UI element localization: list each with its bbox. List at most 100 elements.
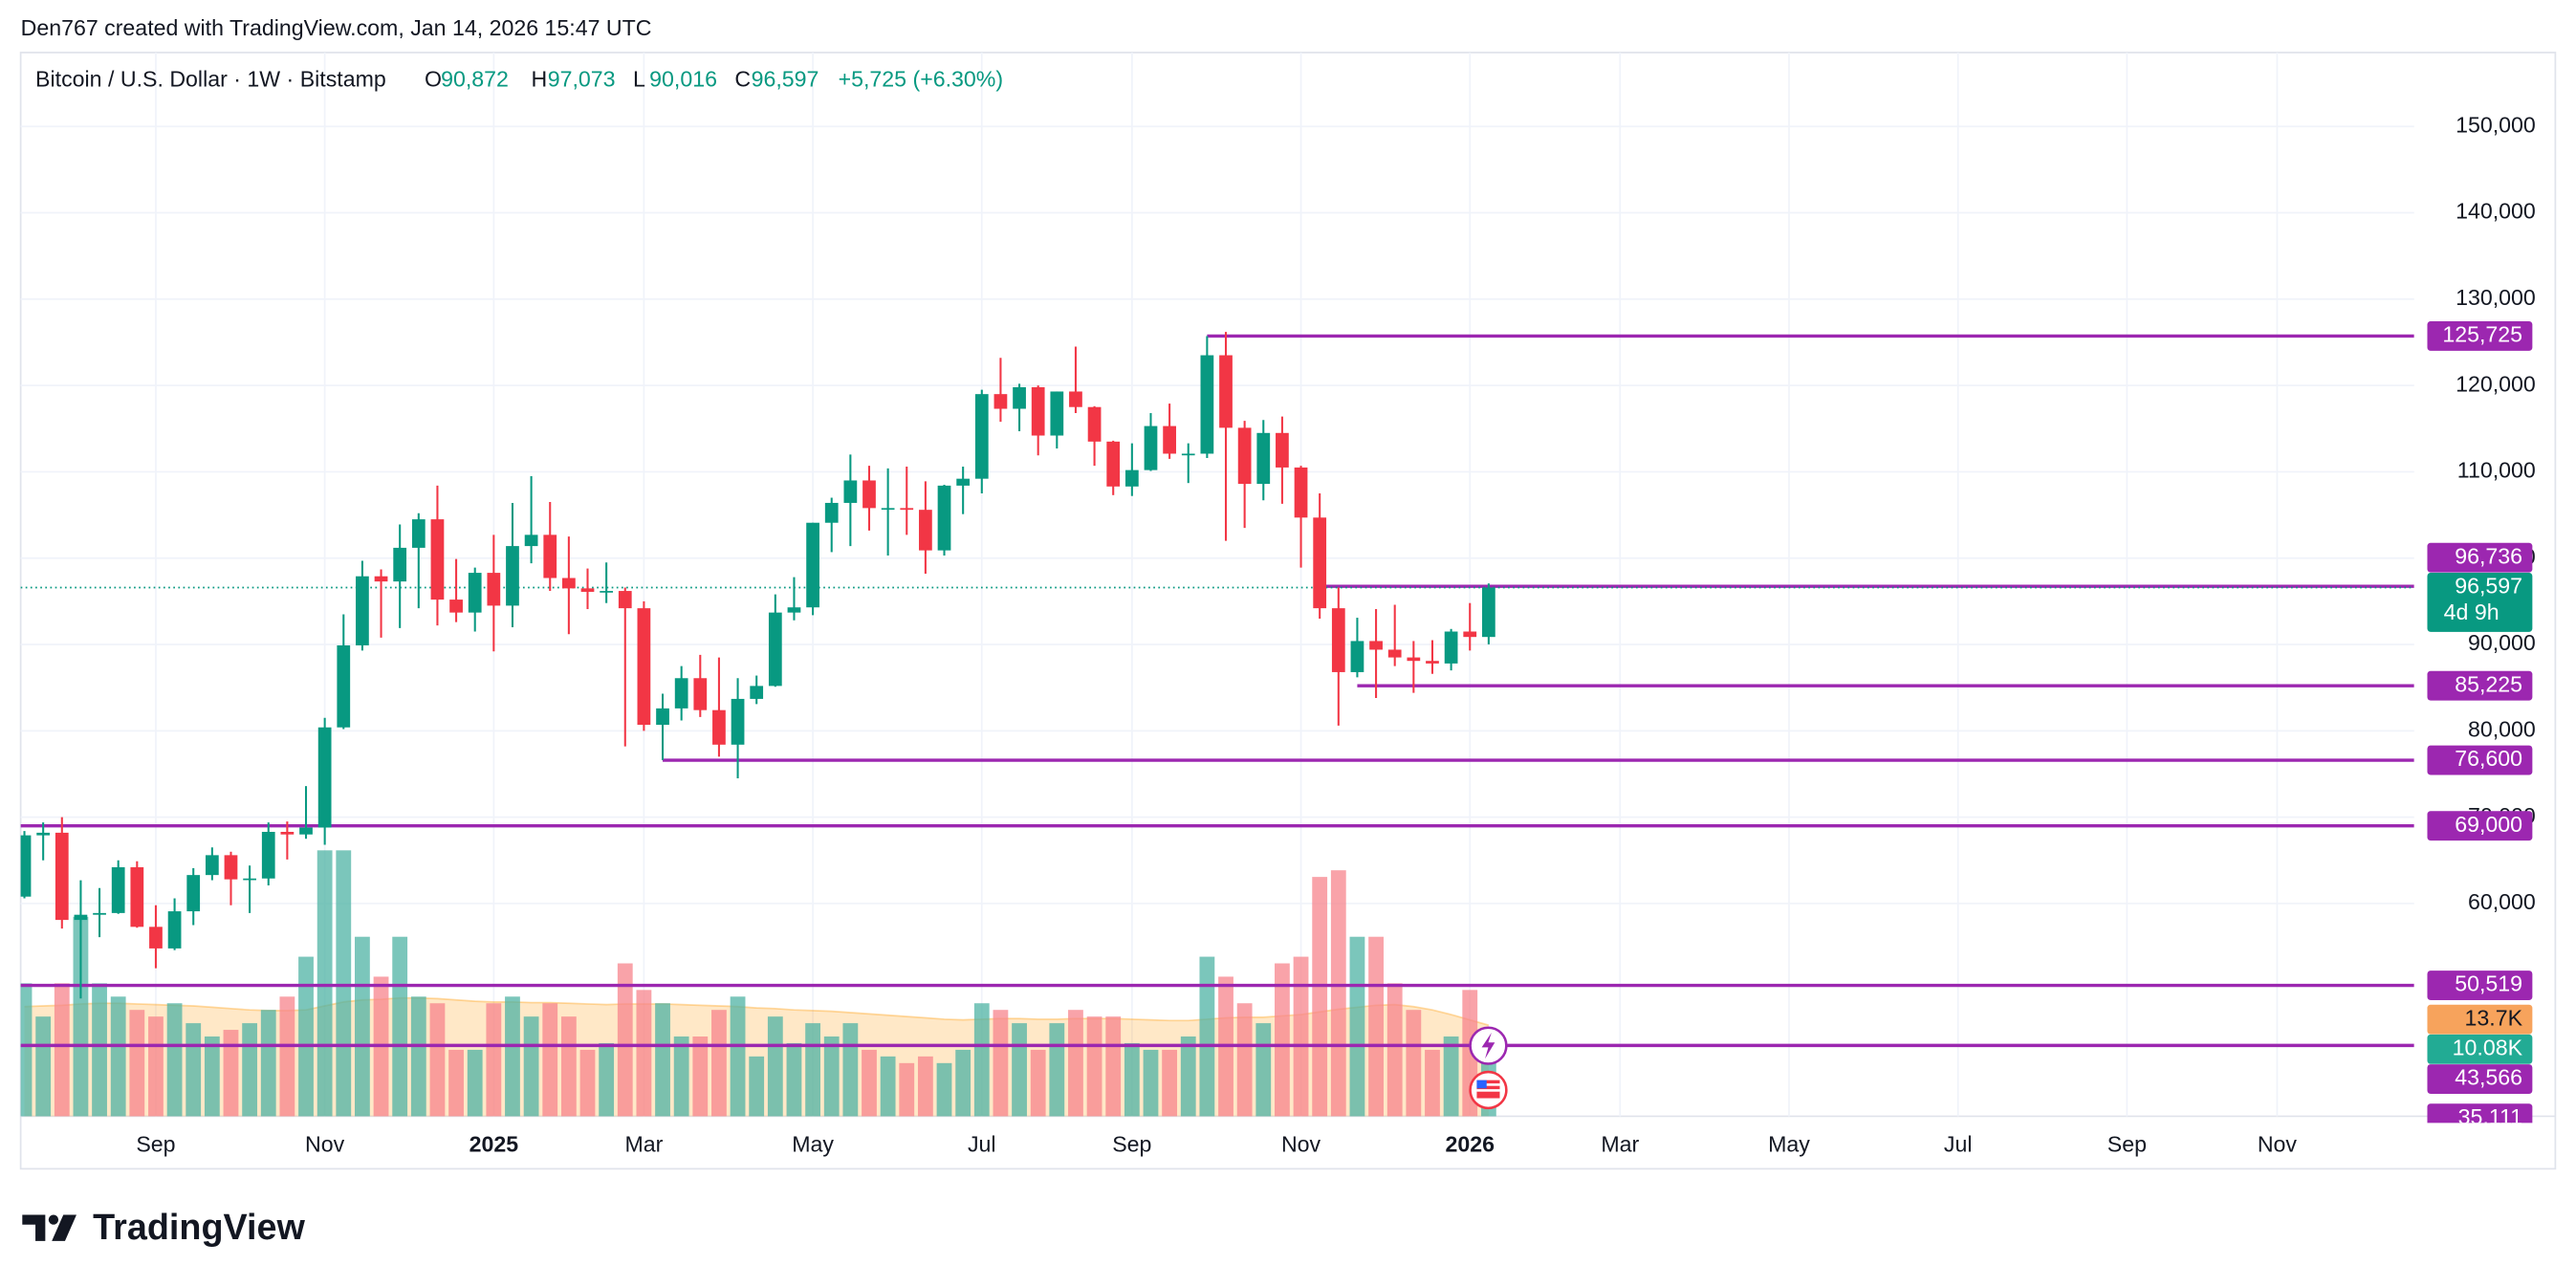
level-label: 96,736 [2455,543,2522,568]
candle-body [731,698,745,745]
volume-bar [1293,956,1309,1117]
volume-bar [260,1010,276,1117]
candle-body [167,911,182,949]
volume-bar [599,1042,615,1117]
volume-bar [355,936,370,1117]
x-tick-label: Sep [136,1131,175,1156]
x-tick-label: Nov [305,1131,345,1156]
candle-body [243,878,256,881]
volume-bar [862,1049,877,1117]
flag-canton [1476,1080,1487,1089]
x-tick-label: 2026 [1445,1131,1495,1156]
y-tick-label: 110,000 [2457,458,2536,483]
volume-bar [505,996,520,1117]
candle-body [1200,355,1214,454]
volume-bar [467,1049,483,1117]
candle-body [1331,608,1345,672]
candle-body [299,827,313,835]
candle-body [1276,432,1289,468]
volume-bar [1406,1010,1422,1117]
candle-body [1313,517,1327,609]
x-tick-label: Sep [1112,1131,1151,1156]
volume-bar [1162,1049,1178,1117]
candle-body [1144,425,1158,470]
candle-body [1463,631,1477,638]
volume-label-box [2427,1034,2533,1064]
volume-bar [410,996,426,1117]
volume-bar [1236,1003,1253,1117]
volume-bar [1049,1023,1065,1117]
legend-value: 90,016 [649,66,717,91]
logo-slash [52,1214,76,1241]
y-tick-label: 60,000 [2468,889,2536,914]
candle-body [1124,469,1139,487]
volume-bar [730,996,746,1117]
level-label-box [2427,1103,2533,1123]
volume-bar [636,990,652,1117]
volume-bar [92,983,107,1117]
level-label-box [2427,542,2533,573]
candle-body [506,546,519,606]
candle-body [149,927,163,949]
logo-mark [22,1214,46,1241]
candle-body [1087,406,1102,442]
candle-body [1444,631,1458,664]
volume-bar [1330,870,1346,1117]
volume-bar [655,1003,670,1117]
candle-body [1350,641,1364,672]
lightning-glyph [1481,1032,1495,1059]
candle-body [618,591,632,609]
volume-label: 10.08K [2453,1035,2523,1059]
candle-body [449,600,463,613]
candle-body [1106,441,1121,487]
volume-bar [242,1023,258,1117]
candle-body [937,485,951,551]
header: Den767 created with TradingView.com, Jan… [21,15,652,40]
volume-bar [579,1049,596,1117]
candle-body [600,591,614,593]
candle-body [1219,355,1233,428]
volume-bar [1443,1036,1459,1117]
volume-bar [899,1062,915,1117]
volume-bar [35,1016,52,1117]
volume-bar [692,1036,709,1117]
candle-body [1031,386,1045,436]
volume-bar [1255,1023,1272,1117]
volume-bar [110,996,126,1117]
candle-body [993,394,1008,409]
volume-bar [73,916,89,1117]
candle-body [956,478,971,486]
x-tick-label: Nov [1281,1131,1321,1156]
x-tick-label: Sep [2107,1131,2147,1156]
candle-body [317,727,332,828]
candle-body [543,534,557,578]
brand-logo: TradingView [22,1208,306,1248]
candle-body [1237,427,1252,485]
candle-body [393,547,407,582]
volume-bar [1143,1049,1159,1117]
ohlc-legend: O 90,872 H 97,073 L 90,016 C 96,597 +5,725 (+6.3… [425,66,1003,91]
x-tick-label: Mar [1601,1131,1639,1156]
candle-body [787,607,801,613]
volume-bar [54,983,70,1117]
candle-body [411,519,426,548]
volume-bar [1368,936,1384,1117]
x-tick-label: Nov [2258,1131,2298,1156]
level-label-box [2427,745,2533,775]
y-tick-label: 120,000 [2456,371,2536,396]
volume-bar [880,1056,896,1117]
candle-body [1369,641,1383,650]
candle-body [430,519,445,600]
last-price-box [2427,573,2533,632]
candle-body [130,867,144,927]
volume-bar [1199,956,1215,1117]
volume-bar [204,1036,220,1117]
level-label: 43,566 [2455,1065,2522,1090]
candle-body [1013,386,1026,409]
y-tick-label: 150,000 [2456,112,2536,137]
candle-body [374,576,388,582]
level-label: 35,111 [2458,1104,2522,1129]
x-tick-label: May [792,1131,834,1156]
level-label: 76,600 [2455,746,2522,771]
